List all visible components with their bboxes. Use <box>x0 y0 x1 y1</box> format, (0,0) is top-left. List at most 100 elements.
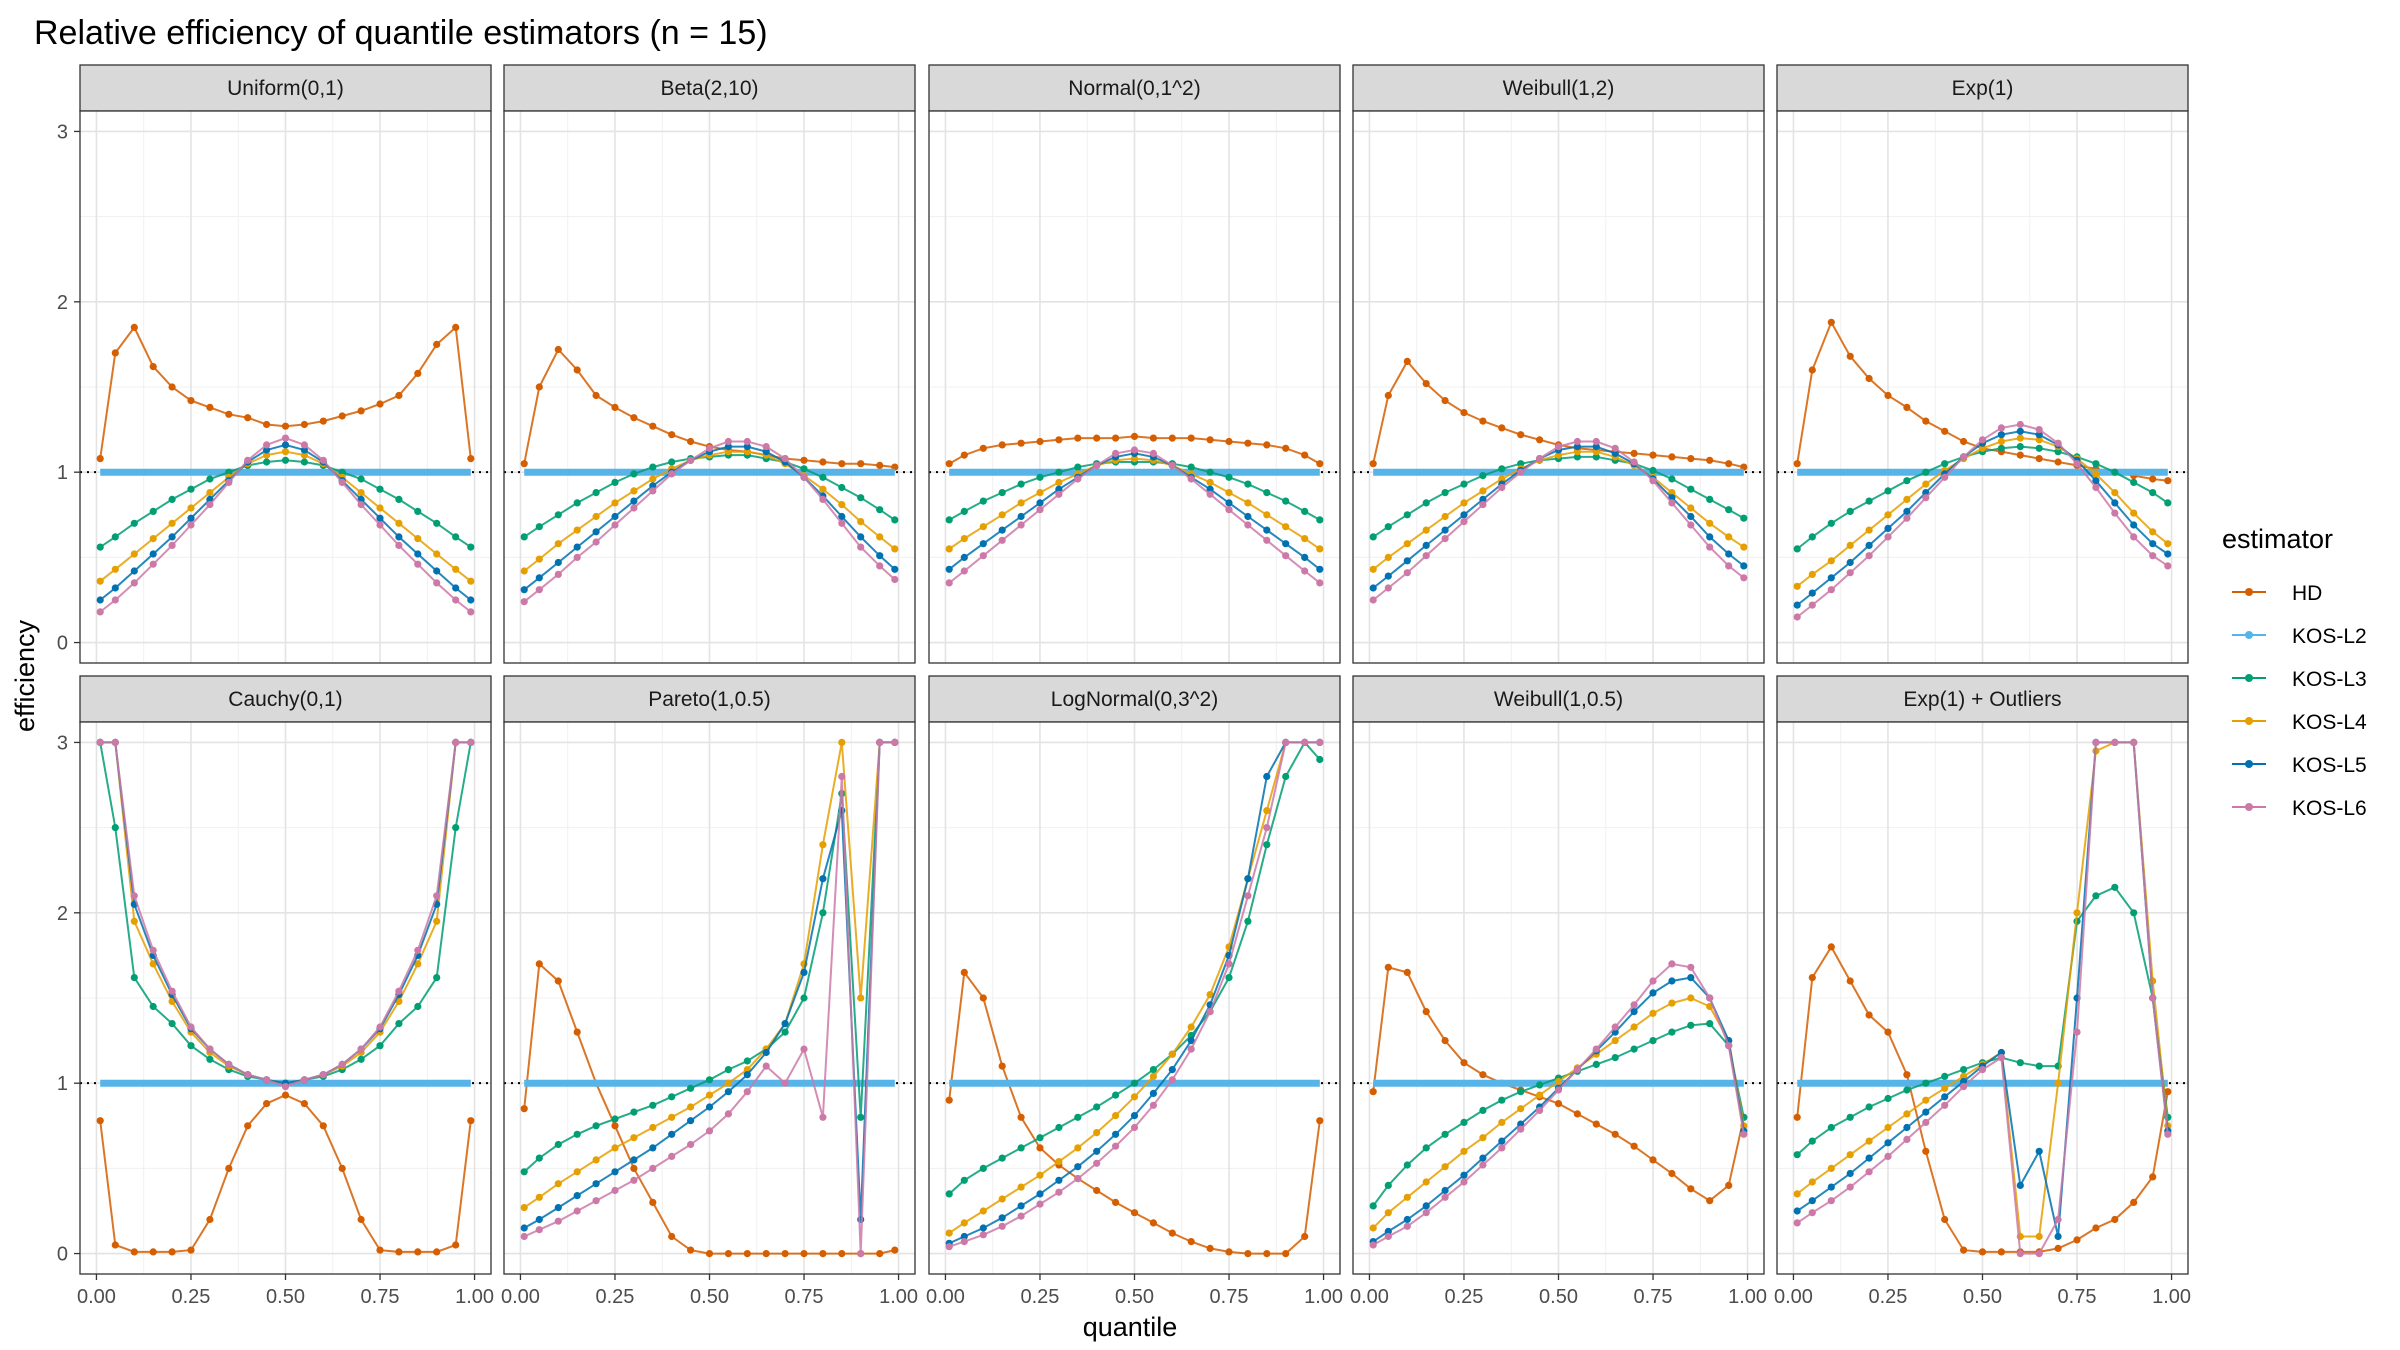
data-point <box>149 946 157 954</box>
data-point <box>1941 1215 1949 1224</box>
data-point <box>2149 1173 2157 1181</box>
data-point <box>1460 1118 1468 1126</box>
data-point <box>611 1168 619 1176</box>
data-point <box>649 482 657 490</box>
x-tick-label: 0.25 <box>1869 1286 1908 1308</box>
legend-key-point <box>2245 588 2253 596</box>
data-point <box>1740 514 1748 522</box>
data-point <box>395 495 403 503</box>
data-point <box>2111 1215 2119 1224</box>
data-point <box>1301 535 1309 543</box>
data-point <box>1498 475 1506 483</box>
data-point <box>1884 1123 1892 1132</box>
facet-strip <box>928 64 1341 112</box>
data-point <box>1055 1158 1063 1166</box>
data-point <box>1187 1023 1195 1031</box>
x-tick-label: 0.50 <box>690 1286 729 1308</box>
data-point <box>1479 1161 1487 1169</box>
data-point <box>1498 1118 1506 1126</box>
data-point <box>1630 1008 1638 1016</box>
data-point <box>592 528 600 536</box>
data-point <box>1460 1178 1468 1186</box>
data-point <box>2054 448 2062 456</box>
data-point <box>687 1084 695 1092</box>
data-point <box>376 504 384 512</box>
data-point <box>800 456 808 464</box>
data-point <box>945 460 953 468</box>
data-point <box>225 468 233 476</box>
data-point <box>1808 1178 1816 1186</box>
data-point <box>1884 1152 1892 1160</box>
data-point <box>2016 443 2024 451</box>
data-point <box>130 550 138 558</box>
data-point <box>838 1250 846 1258</box>
facet-strip-label: Exp(1) + Outliers <box>1903 688 2061 711</box>
legend-item: KOS-L4 <box>2232 711 2367 734</box>
data-point <box>1827 1164 1835 1172</box>
data-point <box>554 558 562 567</box>
data-point <box>1536 1091 1544 1099</box>
data-point <box>1865 1168 1873 1176</box>
data-point <box>838 460 846 468</box>
data-point <box>945 545 953 553</box>
data-point <box>1793 582 1801 590</box>
data-point <box>111 824 119 832</box>
data-point <box>573 526 581 534</box>
data-point <box>338 1060 346 1068</box>
data-point <box>668 470 676 478</box>
data-point <box>800 1045 808 1053</box>
data-point <box>998 489 1006 497</box>
data-point <box>300 420 308 429</box>
data-point <box>1460 518 1468 526</box>
data-point <box>1036 1200 1044 1208</box>
data-point <box>1997 424 2005 432</box>
data-point <box>1865 374 1873 383</box>
data-point <box>1282 772 1290 781</box>
data-point <box>111 533 119 541</box>
data-point <box>998 1222 1006 1230</box>
data-point <box>168 1020 176 1028</box>
data-point <box>611 1115 619 1123</box>
data-point <box>1536 1106 1544 1114</box>
data-point <box>1846 507 1854 515</box>
data-point <box>891 1246 899 1254</box>
data-point <box>857 494 865 502</box>
data-point <box>611 403 619 411</box>
data-point <box>891 575 899 584</box>
data-point <box>96 577 104 585</box>
data-point <box>535 555 543 563</box>
x-axis-title: quantile <box>1083 1312 1178 1342</box>
data-point <box>611 1144 619 1152</box>
data-point <box>1225 960 1233 968</box>
data-point <box>1611 1037 1619 1045</box>
data-point <box>1403 1161 1411 1169</box>
data-point <box>781 455 789 463</box>
data-point <box>1827 943 1835 951</box>
data-point <box>1282 540 1290 548</box>
data-point <box>1498 483 1506 492</box>
y-tick-label: 1 <box>57 462 68 484</box>
data-point <box>1074 1113 1082 1121</box>
x-tick-label: 0.75 <box>1210 1286 1249 1308</box>
data-point <box>762 1048 770 1057</box>
data-point <box>838 501 846 509</box>
data-point <box>554 540 562 548</box>
data-point <box>1592 1120 1600 1128</box>
data-point <box>998 511 1006 519</box>
data-point <box>1649 1037 1657 1045</box>
data-point <box>1384 523 1392 531</box>
data-point <box>1740 1130 1748 1138</box>
data-point <box>187 1246 195 1254</box>
data-point <box>1725 550 1733 558</box>
data-point <box>1793 1151 1801 1159</box>
data-point <box>467 596 475 604</box>
data-point <box>1725 1042 1733 1050</box>
data-point <box>1827 574 1835 582</box>
data-point <box>1206 1244 1214 1252</box>
data-point <box>1130 1093 1139 1101</box>
facet-strip-label: Beta(2,10) <box>660 77 758 100</box>
data-point <box>535 1193 543 1201</box>
data-point <box>1668 1028 1676 1036</box>
data-point <box>414 946 422 954</box>
y-tick-label: 0 <box>57 633 68 655</box>
